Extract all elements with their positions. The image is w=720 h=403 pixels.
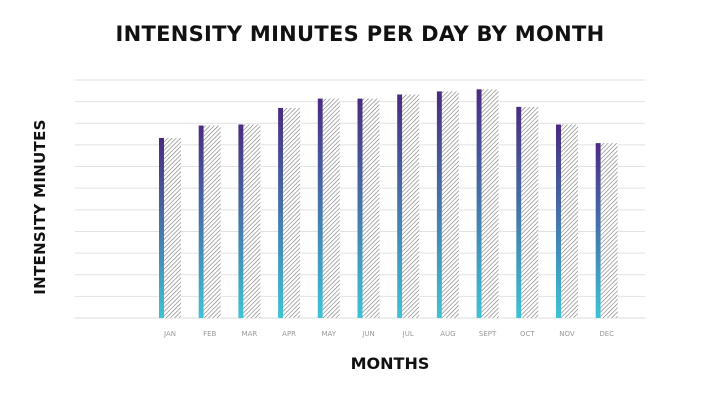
bar-solid-oct [516,106,522,318]
bar-mar [238,124,261,318]
bar-solid-mar [238,124,244,318]
bar-solid-aug [436,91,442,319]
x-tick-label: JUN [361,330,374,338]
bar-jan [159,137,181,318]
x-tick-label: AUG [440,330,455,338]
bar-solid-dec [595,143,601,318]
bar-solid-jan [159,137,164,318]
bar-feb [198,125,221,319]
bar-hatch-sept [481,89,499,318]
bar-jul [397,94,420,318]
x-tick-label: FEB [203,330,216,338]
bar-hatch-mar [243,124,261,318]
x-tick-label: MAR [242,330,258,338]
bar-hatch-apr [283,107,301,318]
bar-nov [556,124,578,318]
bar-hatch-feb [203,125,221,319]
bar-aug [436,91,459,319]
x-tick-label: MAY [322,330,337,338]
x-tick-labels: JAN FEB MAR APR MAY JUN JUL AUG SEPT OCT NOV DEC [163,330,614,338]
x-tick-label: NOV [559,330,575,338]
bar-jun [357,98,380,318]
x-tick-label: JUL [402,330,414,338]
bar-hatch-jan [164,137,181,318]
bar-hatch-jul [402,94,420,318]
bar-solid-sept [476,89,482,318]
bar-solid-may [317,98,323,318]
bar-solid-jun [357,98,363,318]
x-axis-label: MONTHS [350,354,430,373]
bar-solid-nov [556,124,561,318]
bar-hatch-may [322,98,340,318]
chart-title: INTENSITY MINUTES PER DAY BY MONTH [115,22,605,46]
bar-oct [516,106,539,318]
bar-hatch-jun [362,98,380,318]
bar-may [317,98,340,318]
bar-hatch-dec [600,143,618,318]
bars [159,89,618,319]
bar-solid-jul [397,94,403,318]
bar-hatch-aug [441,91,459,319]
bar-hatch-nov [561,124,578,318]
bar-solid-feb [198,125,204,319]
x-tick-label: OCT [520,330,535,338]
x-tick-label: APR [282,330,296,338]
bar-hatch-oct [521,106,539,318]
bar-apr [278,107,301,318]
x-tick-label: SEPT [479,330,497,338]
bar-dec [595,143,618,318]
x-tick-label: DEC [599,330,614,338]
bar-solid-apr [278,107,284,318]
x-tick-label: JAN [163,330,176,338]
bar-sept [476,89,499,318]
